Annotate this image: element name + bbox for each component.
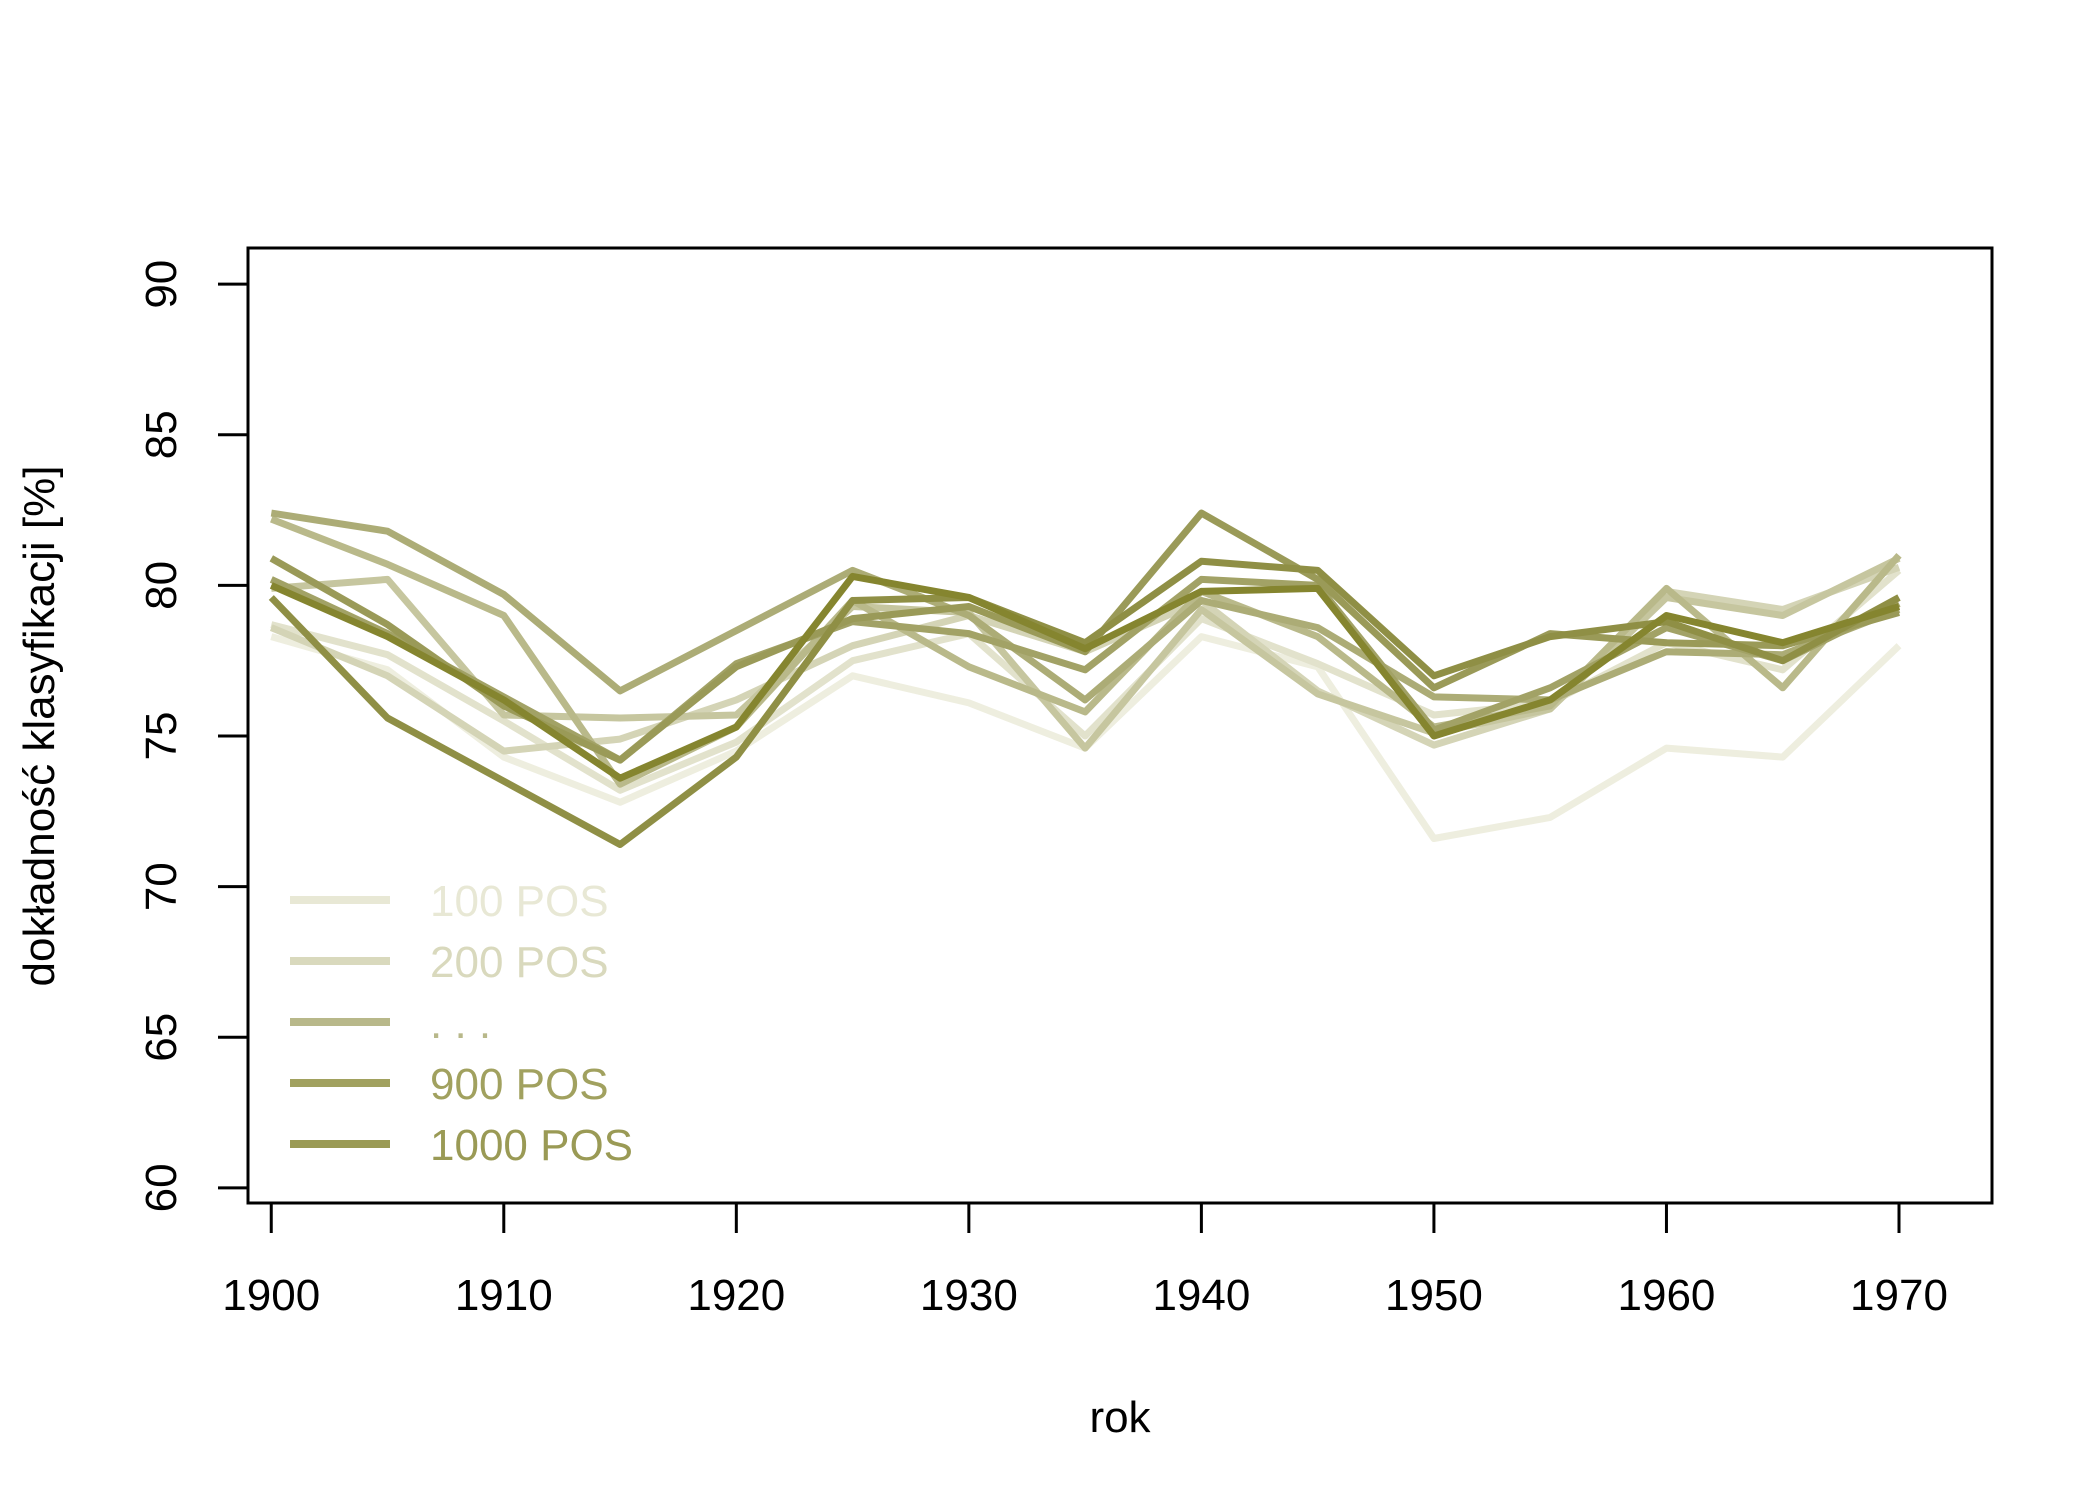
x-tick-label: 1900 [222,1271,320,1320]
y-axis-label: dokładność klasyfikacji [%] [15,466,64,987]
series-line-6 [270,509,1901,704]
legend-label: 200 POS [430,938,609,987]
x-tick-label: 1970 [1850,1271,1948,1320]
x-tick-label: 1940 [1152,1271,1250,1320]
y-tick-label: 70 [137,862,186,911]
series-layer [268,509,1902,848]
x-tick-label: 1960 [1618,1271,1716,1320]
series-line-10 [269,572,1901,782]
y-tick-label: 85 [137,410,186,459]
x-axis-label: rok [1089,1393,1151,1442]
y-tick-label: 80 [137,561,186,610]
x-tick-label: 1920 [687,1271,785,1320]
x-axis: 1900 1910 1920 1930 1940 1950 1960 1970 [222,1201,1948,1320]
x-tick-label: 1950 [1385,1271,1483,1320]
y-tick-label: 90 [137,260,186,309]
x-tick-label: 1930 [920,1271,1018,1320]
legend-label: 900 POS [430,1060,609,1109]
y-tick-label: 65 [137,1013,186,1062]
legend: 100 POS 200 POS . . . 900 POS 1000 POS [290,877,633,1170]
y-tick-label: 75 [137,712,186,761]
legend-label: . . . [430,999,491,1048]
legend-label: 100 POS [430,877,609,926]
y-tick-label: 60 [137,1163,186,1212]
legend-label: 1000 POS [430,1121,633,1170]
x-tick-label: 1910 [455,1271,553,1320]
series-line-9 [268,557,1901,848]
y-axis: 60 65 70 75 80 85 90 [137,260,250,1212]
